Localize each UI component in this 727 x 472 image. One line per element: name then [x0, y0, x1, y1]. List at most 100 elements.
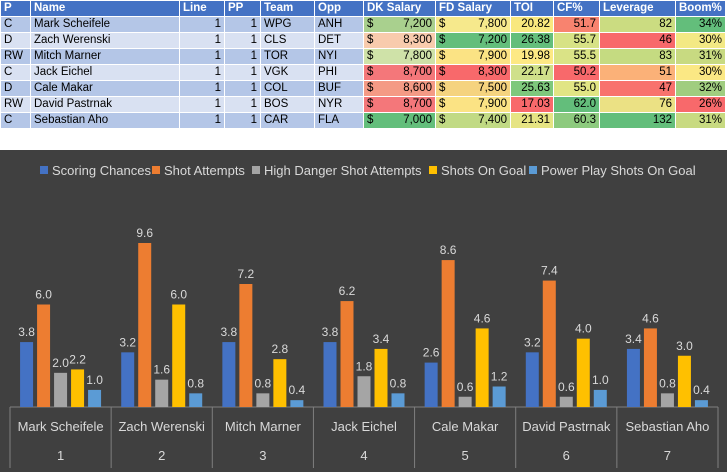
column-header[interactable]: Team [260, 0, 315, 17]
cell-team[interactable]: TOR [260, 48, 315, 65]
cell-pp[interactable]: 1 [224, 64, 261, 81]
cell-dk-salary[interactable]: $8,600 [363, 80, 436, 97]
cell-team[interactable]: COL [260, 80, 315, 97]
cell-team[interactable]: CLS [260, 32, 315, 49]
cell-fd-salary[interactable]: $7,500 [435, 80, 511, 97]
cell-position[interactable]: C [0, 112, 31, 129]
cell-leverage[interactable]: 132 [599, 112, 676, 129]
cell-pp[interactable]: 1 [224, 80, 261, 97]
cell-line[interactable]: 1 [179, 48, 225, 65]
column-header[interactable]: FD Salary [435, 0, 511, 17]
cell-leverage[interactable]: 82 [599, 16, 676, 33]
cell-position[interactable]: RW [0, 48, 31, 65]
cell-cf-pct[interactable]: 55.0 [553, 80, 600, 97]
cell-fd-salary[interactable]: $7,400 [435, 112, 511, 129]
cell-boom-pct[interactable]: 34% [675, 16, 726, 33]
cell-team[interactable]: VGK [260, 64, 315, 81]
cell-dk-salary[interactable]: $8,700 [363, 96, 436, 113]
cell-toi[interactable]: 21.31 [510, 112, 554, 129]
cell-fd-salary[interactable]: $7,800 [435, 16, 511, 33]
cell-boom-pct[interactable]: 31% [675, 48, 726, 65]
cell-line[interactable]: 1 [179, 80, 225, 97]
cell-position[interactable]: C [0, 64, 31, 81]
cell-toi[interactable]: 22.17 [510, 64, 554, 81]
cell-boom-pct[interactable]: 26% [675, 96, 726, 113]
column-header[interactable]: Name [30, 0, 180, 17]
column-header[interactable]: CF% [553, 0, 600, 17]
cell-dk-salary[interactable]: $7,200 [363, 16, 436, 33]
cell-leverage[interactable]: 47 [599, 80, 676, 97]
column-header[interactable]: PP [224, 0, 261, 17]
cell-dk-salary[interactable]: $8,300 [363, 32, 436, 49]
cell-boom-pct[interactable]: 30% [675, 32, 726, 49]
cell-toi[interactable]: 25.63 [510, 80, 554, 97]
cell-position[interactable]: RW [0, 96, 31, 113]
cell-name[interactable]: Zach Werenski [30, 32, 180, 49]
column-header[interactable]: TOI [510, 0, 554, 17]
cell-name[interactable]: Mark Scheifele [30, 16, 180, 33]
cell-pp[interactable]: 1 [224, 32, 261, 49]
column-header[interactable]: Line [179, 0, 225, 17]
data-label: 3.4 [373, 332, 390, 346]
cell-name[interactable]: Cale Makar [30, 80, 180, 97]
cell-opp[interactable]: BUF [314, 80, 364, 97]
cell-pp[interactable]: 1 [224, 96, 261, 113]
cell-opp[interactable]: ANH [314, 16, 364, 33]
cell-pp[interactable]: 1 [224, 48, 261, 65]
cell-position[interactable]: D [0, 32, 31, 49]
cell-cf-pct[interactable]: 51.7 [553, 16, 600, 33]
cell-leverage[interactable]: 46 [599, 32, 676, 49]
cell-line[interactable]: 1 [179, 32, 225, 49]
cell-fd-salary[interactable]: $8,300 [435, 64, 511, 81]
cell-dk-salary[interactable]: $7,800 [363, 48, 436, 65]
cell-cf-pct[interactable]: 55.7 [553, 32, 600, 49]
bar [323, 342, 337, 407]
cell-cf-pct[interactable]: 60.3 [553, 112, 600, 129]
cell-pp[interactable]: 1 [224, 112, 261, 129]
cell-fd-salary[interactable]: $7,900 [435, 48, 511, 65]
cell-opp[interactable]: FLA [314, 112, 364, 129]
cell-dk-salary[interactable]: $7,000 [363, 112, 436, 129]
cell-position[interactable]: D [0, 80, 31, 97]
cell-fd-salary[interactable]: $7,900 [435, 96, 511, 113]
cell-name[interactable]: Mitch Marner [30, 48, 180, 65]
cell-cf-pct[interactable]: 50.2 [553, 64, 600, 81]
cell-dk-salary[interactable]: $8,700 [363, 64, 436, 81]
cell-pp[interactable]: 1 [224, 16, 261, 33]
cell-toi[interactable]: 26.38 [510, 32, 554, 49]
cell-position[interactable]: C [0, 16, 31, 33]
cell-line[interactable]: 1 [179, 96, 225, 113]
cell-fd-salary[interactable]: $7,200 [435, 32, 511, 49]
cell-team[interactable]: BOS [260, 96, 315, 113]
cell-opp[interactable]: NYI [314, 48, 364, 65]
cell-team[interactable]: CAR [260, 112, 315, 129]
cell-opp[interactable]: DET [314, 32, 364, 49]
cell-cf-pct[interactable]: 55.5 [553, 48, 600, 65]
cell-boom-pct[interactable]: 30% [675, 64, 726, 81]
cell-line[interactable]: 1 [179, 112, 225, 129]
column-header[interactable]: P [0, 0, 31, 17]
column-header[interactable]: Leverage [599, 0, 676, 17]
cell-name[interactable]: Jack Eichel [30, 64, 180, 81]
column-header[interactable]: Opp [314, 0, 364, 17]
column-header[interactable]: Boom% [675, 0, 726, 17]
cell-toi[interactable]: 20.82 [510, 16, 554, 33]
currency-symbol: $ [439, 66, 446, 78]
cell-toi[interactable]: 17.03 [510, 96, 554, 113]
cell-toi[interactable]: 19.98 [510, 48, 554, 65]
cell-line[interactable]: 1 [179, 16, 225, 33]
cell-name[interactable]: Sebastian Aho [30, 112, 180, 129]
cell-leverage[interactable]: 83 [599, 48, 676, 65]
cell-opp[interactable]: PHI [314, 64, 364, 81]
cell-boom-pct[interactable]: 31% [675, 112, 726, 129]
bar [121, 352, 135, 407]
column-header[interactable]: DK Salary [363, 0, 436, 17]
cell-leverage[interactable]: 76 [599, 96, 676, 113]
cell-leverage[interactable]: 51 [599, 64, 676, 81]
cell-line[interactable]: 1 [179, 64, 225, 81]
cell-cf-pct[interactable]: 62.0 [553, 96, 600, 113]
cell-opp[interactable]: NYR [314, 96, 364, 113]
cell-boom-pct[interactable]: 32% [675, 80, 726, 97]
cell-team[interactable]: WPG [260, 16, 315, 33]
cell-name[interactable]: David Pastrnak [30, 96, 180, 113]
